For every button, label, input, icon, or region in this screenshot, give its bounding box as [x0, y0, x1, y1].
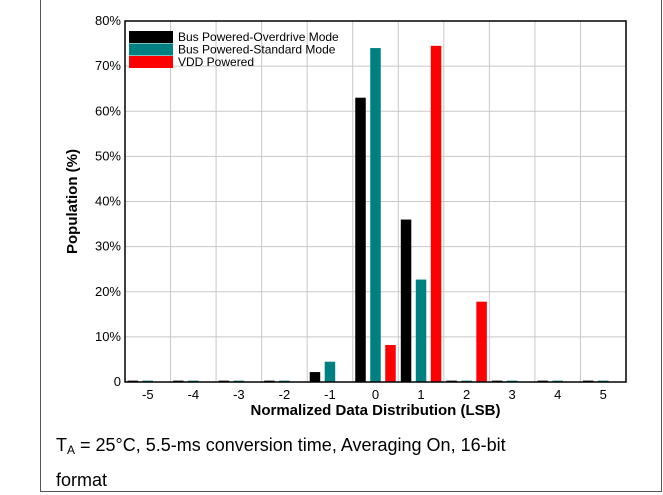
plot-area-border — [124, 20, 627, 383]
x-tick-label: 3 — [509, 387, 516, 402]
bar-chart: 0 10% 20% 30% 40% 50% 60% 70% 80% -5 -4 -3 -2 -1 0 1 2 3… — [64, 13, 627, 419]
y-tick-label: 40% — [95, 194, 121, 209]
legend-swatch — [129, 31, 173, 43]
legend-swatch — [129, 43, 173, 56]
bar — [476, 301, 487, 382]
caption-t-symbol: T — [56, 435, 67, 455]
x-tick-label: -2 — [279, 387, 291, 402]
x-tick-label: -3 — [233, 387, 245, 402]
x-tick-label: -1 — [324, 387, 336, 402]
x-tick-label: 4 — [554, 387, 561, 402]
y-tick-label: 10% — [95, 329, 121, 344]
bar — [324, 361, 336, 382]
x-tick-label: 5 — [600, 387, 607, 402]
x-axis-title: Normalized Data Distribution (LSB) — [250, 402, 500, 419]
y-tick-label: 70% — [95, 58, 121, 73]
x-tick-label: -4 — [188, 387, 200, 402]
y-tick-label: 20% — [95, 284, 121, 299]
bar — [355, 97, 366, 383]
y-tick-label: 0 — [114, 374, 121, 389]
y-tick-label: 30% — [95, 239, 121, 254]
caption-line1: = 25°C, 5.5-ms conversion time, Averagin… — [75, 435, 506, 455]
y-tick-label: 50% — [95, 148, 121, 163]
chart-bars — [127, 45, 609, 383]
bar — [309, 372, 321, 382]
legend-label: VDD Powered — [178, 55, 254, 69]
y-tick-label: 80% — [95, 13, 121, 28]
bar — [415, 279, 427, 382]
legend-label: Bus Powered-Standard Mode — [178, 43, 336, 57]
bar — [430, 45, 442, 382]
y-tick-label: 60% — [95, 103, 121, 118]
bar — [400, 219, 412, 382]
figure-caption: TA = 25°C, 5.5-ms conversion time, Avera… — [56, 430, 646, 495]
x-tick-label: 2 — [463, 387, 470, 402]
caption-t-subscript: A — [67, 443, 76, 457]
y-axis-title: Population (%) — [64, 149, 81, 254]
legend-label: Bus Powered-Overdrive Mode — [178, 30, 339, 44]
legend-swatch — [129, 56, 173, 68]
caption-line2: format — [56, 470, 108, 490]
bar — [385, 344, 396, 382]
chart-axes — [124, 20, 627, 383]
x-tick-label: 1 — [417, 387, 424, 402]
bar — [370, 48, 381, 382]
x-tick-labels: -5 -4 -3 -2 -1 0 1 2 3 4 5 — [142, 387, 607, 402]
x-tick-label: -5 — [142, 387, 154, 402]
x-tick-label: 0 — [372, 387, 379, 402]
y-tick-labels: 0 10% 20% 30% 40% 50% 60% 70% 80% — [95, 13, 121, 389]
